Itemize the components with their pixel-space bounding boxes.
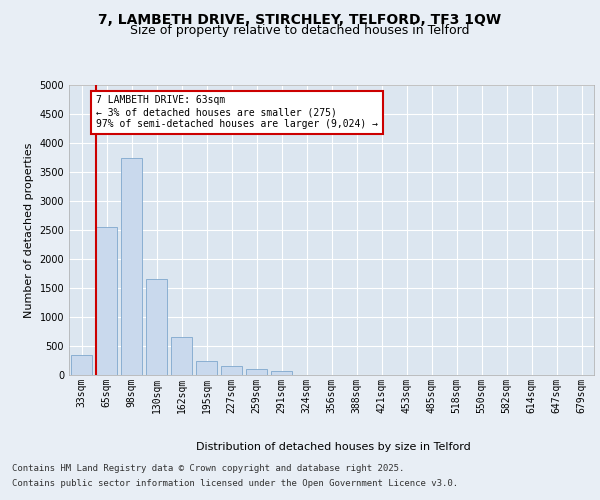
Bar <box>146 280 167 375</box>
Bar <box>271 371 292 375</box>
Bar <box>71 354 92 375</box>
Text: 7, LAMBETH DRIVE, STIRCHLEY, TELFORD, TF3 1QW: 7, LAMBETH DRIVE, STIRCHLEY, TELFORD, TF… <box>98 12 502 26</box>
Y-axis label: Number of detached properties: Number of detached properties <box>24 142 34 318</box>
Bar <box>121 158 142 375</box>
Bar <box>246 369 267 375</box>
Bar <box>171 338 192 375</box>
Bar <box>196 360 217 375</box>
Text: Size of property relative to detached houses in Telford: Size of property relative to detached ho… <box>130 24 470 37</box>
Text: Distribution of detached houses by size in Telford: Distribution of detached houses by size … <box>196 442 470 452</box>
Bar <box>96 227 117 375</box>
Text: 7 LAMBETH DRIVE: 63sqm
← 3% of detached houses are smaller (275)
97% of semi-det: 7 LAMBETH DRIVE: 63sqm ← 3% of detached … <box>96 96 378 128</box>
Bar <box>221 366 242 375</box>
Text: Contains public sector information licensed under the Open Government Licence v3: Contains public sector information licen… <box>12 479 458 488</box>
Text: Contains HM Land Registry data © Crown copyright and database right 2025.: Contains HM Land Registry data © Crown c… <box>12 464 404 473</box>
